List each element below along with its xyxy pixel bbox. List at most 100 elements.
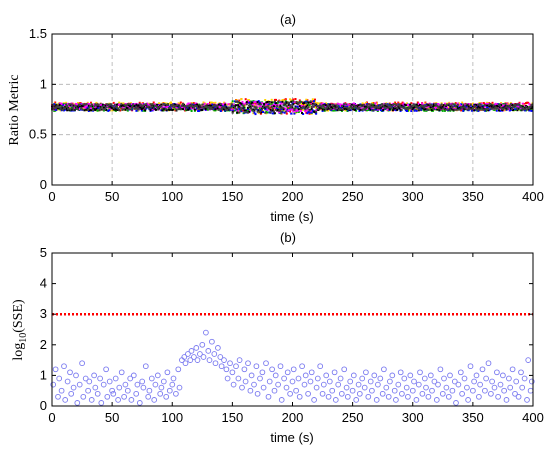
data-point [146,105,149,108]
data-point [423,108,426,111]
data-point [276,105,279,108]
data-point [251,101,254,104]
data-point [233,100,236,103]
data-point [387,105,390,108]
sse-point [85,387,91,394]
data-point [262,105,264,108]
data-point [55,106,58,109]
data-point [425,107,428,110]
sse-point [518,369,524,376]
data-point [192,102,195,105]
sse-point [361,384,368,391]
data-point [245,110,248,112]
data-point [289,110,292,113]
data-point [491,101,494,104]
sse-point [88,397,95,403]
data-point [469,107,472,110]
data-point [219,110,222,112]
data-point [95,104,98,107]
data-point [505,105,508,108]
sse-point [464,384,470,391]
sse-point [272,372,279,379]
data-point [284,110,287,113]
data-point [275,107,277,109]
data-point [110,104,113,107]
data-point [401,101,404,104]
data-point [223,101,226,104]
data-point [388,109,391,111]
data-point [171,105,174,108]
data-point [348,107,351,110]
data-point [358,106,361,109]
data-point [270,103,273,106]
data-point [483,109,486,112]
data-point [59,107,62,110]
data-point [185,105,188,108]
data-point [101,108,104,111]
data-point [467,105,470,108]
data-point [324,104,327,107]
data-point [61,108,64,111]
data-point [235,99,237,102]
data-point [225,108,228,111]
data-point [506,102,509,105]
data-point [356,107,359,110]
x-tick-label: 300 [402,189,424,204]
sse-point [67,369,73,376]
sse-point [371,372,378,379]
data-point [164,104,167,107]
data-point [482,108,485,111]
data-point [362,106,365,109]
data-point [407,109,410,112]
data-point [403,107,406,110]
data-point [311,100,314,103]
data-point [461,106,464,109]
data-point [69,104,72,107]
data-point [164,108,167,111]
data-point [127,108,130,111]
y-tick-label: 5 [40,245,47,260]
data-point [141,105,144,108]
sse-point [260,384,267,391]
data-point [306,107,309,110]
data-point [172,108,175,111]
data-point [382,103,385,106]
data-point [530,109,533,112]
sse-point [494,369,500,376]
data-point [459,108,461,111]
data-point [501,104,504,107]
data-point [450,104,453,107]
data-point [137,107,140,110]
data-point [295,100,298,103]
data-point [246,100,249,103]
data-point [259,105,262,108]
data-point [286,105,289,107]
data-point [432,105,434,108]
data-point [398,107,401,110]
data-point [463,106,466,109]
sse-point [491,384,498,391]
data-point [188,104,191,107]
sse-point [173,390,179,397]
data-point [134,103,137,106]
data-point [479,106,482,109]
sse-point [497,381,504,388]
data-point [427,107,430,110]
data-point [436,108,439,111]
data-point [136,103,139,106]
data-point [121,104,124,107]
data-point [102,106,105,109]
data-point [197,104,200,107]
data-point [80,107,83,110]
data-point [237,109,240,112]
data-point [198,109,201,112]
data-point [354,107,356,110]
data-point [250,100,253,103]
data-point [307,110,310,113]
data-point [73,105,76,108]
data-point [90,105,92,108]
data-point [240,102,243,105]
sse-point [524,397,530,403]
data-point [315,110,318,113]
data-point [461,101,464,104]
